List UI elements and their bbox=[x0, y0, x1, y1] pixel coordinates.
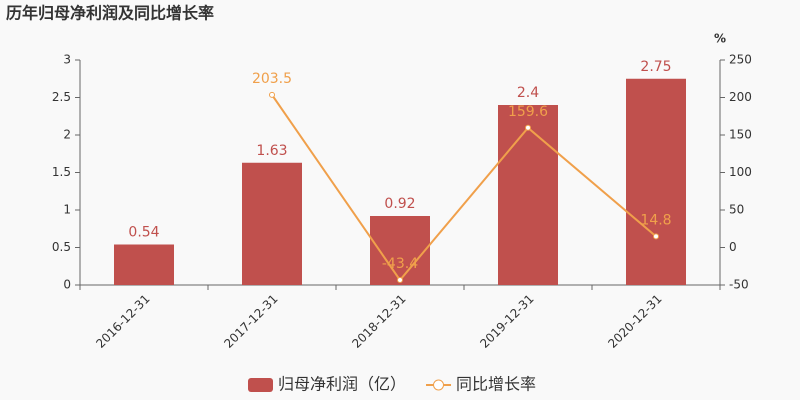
line bbox=[271, 94, 657, 282]
y2-tick-label: 150 bbox=[729, 128, 752, 142]
line-point bbox=[269, 91, 275, 98]
legend-label: 归母净利润（亿） bbox=[278, 375, 406, 394]
line-value-label: -43.4 bbox=[382, 256, 418, 272]
line-value-label: 203.5 bbox=[252, 71, 292, 87]
y-tick-label: 0 bbox=[63, 278, 71, 292]
bar bbox=[626, 78, 686, 285]
bar-value-label: 0.54 bbox=[128, 225, 159, 241]
line-value-label: 14.8 bbox=[640, 212, 671, 228]
y2-tick-label: 250 bbox=[729, 53, 752, 67]
bar-value-label: 1.63 bbox=[256, 143, 287, 159]
legend-swatch bbox=[248, 378, 273, 392]
y-tick-label: 3 bbox=[63, 53, 71, 67]
y2-tick-label: 100 bbox=[729, 165, 752, 179]
y2-tick-label: 50 bbox=[729, 203, 744, 217]
y2-tick-label: 0 bbox=[729, 240, 737, 254]
legend-swatch-marker bbox=[433, 379, 445, 391]
bar-value-label: 2.75 bbox=[640, 59, 671, 75]
y-tick-label: 2 bbox=[63, 128, 71, 142]
line-value-label: 159.6 bbox=[508, 104, 548, 120]
line-point bbox=[397, 277, 403, 284]
y-tick-label: 1 bbox=[63, 203, 71, 217]
y-tick-label: 1.5 bbox=[52, 165, 71, 179]
bar bbox=[242, 162, 302, 285]
line-point bbox=[525, 124, 531, 131]
bar bbox=[498, 105, 558, 285]
y2-tick-label: 200 bbox=[729, 90, 752, 104]
legend-label: 同比增长率 bbox=[456, 375, 536, 394]
line-point bbox=[653, 233, 659, 240]
chart-title: 历年归母净利润及同比增长率 bbox=[6, 4, 214, 23]
bar-value-label: 2.4 bbox=[517, 85, 539, 101]
y2-axis-label: % bbox=[714, 32, 726, 46]
y-tick-label: 0.5 bbox=[52, 240, 71, 254]
y-tick-label: 2.5 bbox=[52, 90, 71, 104]
bar bbox=[114, 244, 174, 285]
bar-value-label: 0.92 bbox=[384, 196, 415, 212]
y2-tick-label: -50 bbox=[729, 278, 749, 292]
